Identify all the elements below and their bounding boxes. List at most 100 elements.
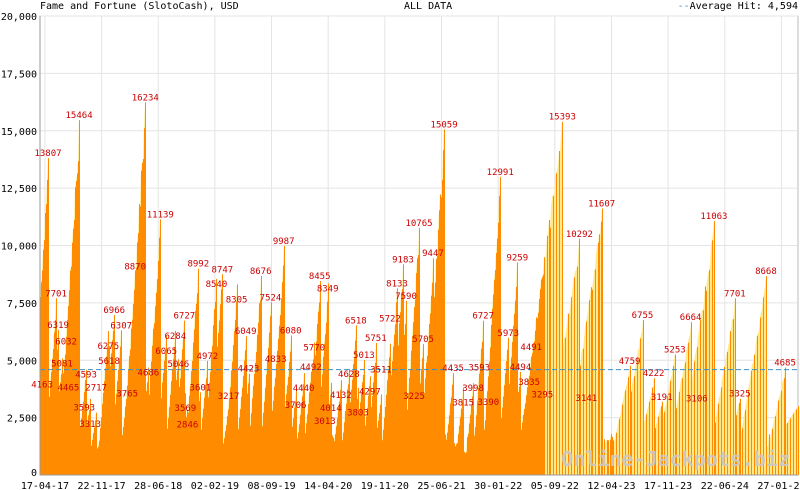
peak-label: 4833: [265, 355, 287, 365]
peak-label: 6275: [97, 342, 119, 352]
x-tick-label: 12-04-23: [587, 481, 635, 490]
peak-label: 5013: [353, 351, 375, 361]
peak-label: 6727: [472, 312, 494, 322]
peak-label: 5253: [664, 345, 686, 355]
peak-label: 9447: [422, 249, 444, 259]
area-series: [40, 102, 799, 476]
peak-label: 4494: [510, 363, 532, 373]
x-tick-label: 25-06-21: [417, 481, 465, 490]
peak-label: 8133: [386, 279, 408, 289]
peak-label: 15059: [431, 120, 458, 130]
peak-label: 4628: [338, 370, 360, 380]
axes: 0 2,500 5,000 7,500 10,000 12,500 15,000 17,500…: [1, 12, 800, 490]
peak-label: 4685: [774, 358, 796, 368]
y-tick-label: 7,500: [7, 299, 37, 310]
y-tick-label: 20,000: [1, 12, 37, 23]
peak-label: 6080: [280, 326, 302, 336]
x-tick-label: 08-09-19: [247, 481, 295, 490]
peak-label: 3765: [116, 390, 138, 400]
peak-label: 8305: [226, 295, 248, 305]
peak-label: 12991: [487, 168, 514, 178]
y-tick-label: 10,000: [1, 242, 37, 253]
peak-label: 6518: [345, 316, 367, 326]
average-legend: --Average Hit: 4,594: [678, 1, 798, 12]
peak-label: 6319: [47, 321, 69, 331]
peak-label: 6307: [110, 321, 132, 331]
peak-label: 3325: [729, 390, 751, 400]
peak-label: 8668: [755, 267, 777, 277]
peak-label: 5618: [98, 357, 120, 367]
peak-label: 5046: [168, 360, 190, 370]
peak-label: 7701: [45, 289, 67, 299]
peak-label: 4972: [197, 352, 219, 362]
peak-label: 3706: [285, 401, 307, 411]
peak-label: 4465: [58, 384, 80, 394]
peak-label: 4686: [138, 368, 160, 378]
peak-label: 10765: [405, 219, 432, 229]
peak-label: 3511: [370, 365, 392, 375]
peak-label: 2846: [177, 421, 199, 431]
peak-labels: 16234 15464 15393 15059 13807 12991 11607 11139…: [31, 93, 796, 430]
peak-label: 5722: [379, 315, 401, 325]
peak-label: 3569: [175, 404, 197, 414]
peak-label: 13807: [34, 149, 61, 159]
peak-label: 4014: [320, 404, 342, 414]
x-tick-label: 27-01-25: [757, 481, 800, 490]
peak-label: 6284: [164, 332, 186, 342]
peak-label: 6755: [632, 311, 654, 321]
peak-label: 3013: [314, 417, 336, 427]
peak-label: 3106: [686, 395, 708, 405]
peak-label: 3998: [462, 384, 484, 394]
peak-label: 11139: [147, 210, 174, 220]
peak-label: 6065: [155, 347, 177, 357]
peak-label: 8349: [317, 284, 339, 294]
y-tick-label: 17,500: [1, 69, 37, 80]
y-tick-label: 5,000: [7, 356, 37, 367]
x-tick-label: 17-11-23: [644, 481, 692, 490]
peak-label: 9987: [273, 237, 295, 247]
peak-label: 3803: [347, 409, 369, 419]
peak-label: 3295: [532, 390, 554, 400]
peak-label: 4492: [300, 363, 322, 373]
peak-label: 3217: [218, 392, 240, 402]
peak-label: 5770: [303, 344, 325, 354]
chart-title: Fame and Fortune (SlotoCash), USD: [40, 1, 239, 12]
y-tick-label: 2,500: [7, 414, 37, 425]
peak-label: 9183: [392, 255, 414, 265]
y-tick-label: 12,500: [1, 184, 37, 195]
peak-label: 2717: [85, 384, 107, 394]
average-legend-dash: --: [677, 1, 690, 12]
peak-label: 5751: [365, 334, 387, 344]
peak-label: 3141: [576, 394, 598, 404]
peak-label: 5973: [497, 329, 519, 339]
peak-label: 5081: [51, 359, 73, 369]
peak-label: 3313: [79, 420, 101, 430]
peak-label: 7590: [395, 292, 417, 302]
x-tick-label: 14-04-20: [304, 481, 352, 490]
peak-label: 8992: [187, 260, 209, 270]
peak-label: 7524: [260, 293, 282, 303]
peak-label: 6032: [55, 338, 77, 348]
peak-label: 5705: [412, 335, 434, 345]
x-tick-label: 28-06-18: [134, 481, 182, 490]
x-tick-label: 02-02-19: [191, 481, 239, 490]
peak-label: 4759: [619, 357, 641, 367]
peak-label: 4132: [330, 391, 352, 401]
peak-label: 16234: [132, 93, 159, 103]
watermark: Online-Jackpots.biz: [561, 447, 790, 471]
x-tick-label: 22-06-24: [701, 481, 749, 490]
peak-label: 4435: [442, 364, 464, 374]
peak-label: 8870: [124, 262, 146, 272]
peak-label: 4491: [520, 343, 542, 353]
x-tick-label: 05-09-22: [531, 481, 579, 490]
peak-label: 6727: [174, 312, 196, 322]
peak-label: 7701: [724, 289, 746, 299]
peak-label: 8676: [250, 267, 272, 277]
peak-label: 9259: [506, 254, 528, 264]
peak-label: 3390: [477, 398, 499, 408]
average-legend-label: Average Hit: 4,594: [689, 1, 798, 12]
peak-label: 8747: [212, 265, 234, 275]
y-tick-label: 0: [31, 468, 37, 479]
peak-label: 4440: [293, 384, 315, 394]
